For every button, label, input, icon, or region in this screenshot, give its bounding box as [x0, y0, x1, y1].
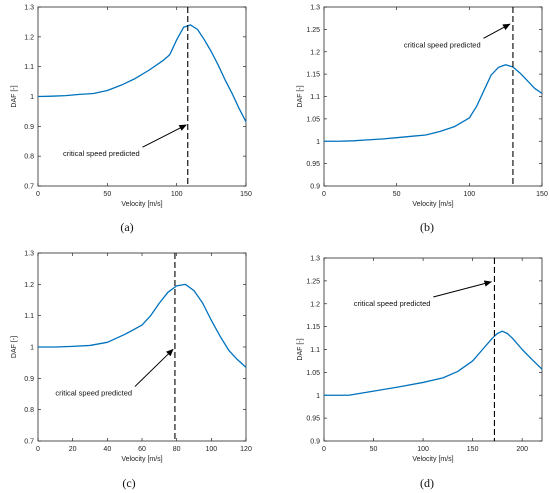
- y-tick-label: 1: [30, 94, 34, 101]
- x-tick-label: 150: [240, 191, 252, 198]
- y-tick-label: 0.9: [310, 184, 320, 191]
- y-tick-label: 1.2: [310, 49, 320, 56]
- critical-speed-annotation: critical speed predicted: [55, 389, 132, 398]
- y-tick-label: 1.05: [306, 116, 320, 123]
- x-tick-label: 100: [205, 446, 217, 453]
- plot-frame: [323, 6, 543, 187]
- panel-label: (d): [420, 476, 434, 490]
- x-tick-label: 40: [103, 446, 111, 453]
- x-tick-label: 0: [322, 191, 326, 198]
- x-tick-label: 100: [417, 446, 429, 453]
- y-tick-label: 0.8: [24, 407, 34, 414]
- y-tick-label: 0.8: [24, 154, 34, 161]
- panel-label: (c): [122, 476, 135, 490]
- plot-frame: [323, 257, 543, 442]
- y-axis-label: DAF [-]: [11, 85, 18, 107]
- x-tick-label: 60: [138, 446, 146, 453]
- x-tick-label: 50: [370, 446, 378, 453]
- y-tick-label: 1.1: [24, 64, 34, 71]
- y-tick-label: 1.25: [306, 27, 320, 34]
- y-axis-label: DAF [-]: [297, 338, 304, 360]
- y-tick-label: 0.7: [24, 184, 34, 191]
- y-tick-label: 1.3: [24, 251, 34, 258]
- chart-panel-3: 0.7 0.8 0.9 1 1.1 1.2 1.3 0 20 40 60 80 100 120 Veloci…: [11, 251, 252, 491]
- y-tick-label: 0.9: [24, 376, 34, 383]
- daf-curve: [37, 24, 247, 123]
- panel-label: (a): [120, 220, 133, 234]
- daf-curve: [324, 64, 543, 142]
- x-tick-label: 80: [173, 446, 181, 453]
- y-tick-label: 1.15: [306, 324, 320, 331]
- y-tick-label: 0.95: [306, 416, 320, 423]
- x-tick-label: 0: [36, 191, 40, 198]
- panel-label: (b): [420, 220, 434, 234]
- annotation-arrow: [483, 23, 511, 39]
- x-tick-label: 50: [393, 191, 401, 198]
- y-tick-label: 1.3: [310, 256, 320, 263]
- x-tick-label: 120: [240, 446, 252, 453]
- y-tick-label: 0.7: [24, 439, 34, 446]
- annotation-arrow: [134, 348, 174, 387]
- y-tick-label: 0.9: [310, 439, 320, 446]
- x-tick-label: 100: [463, 191, 475, 198]
- daf-curve: [324, 330, 543, 396]
- critical-speed-annotation: critical speed predicted: [354, 299, 431, 308]
- critical-speed-annotation: critical speed predicted: [63, 149, 140, 158]
- y-tick-label: 1.3: [310, 5, 320, 12]
- daf-curve: [38, 283, 247, 368]
- x-axis-label: Velocity [m/s]: [121, 201, 162, 208]
- y-tick-label: 1.2: [24, 34, 34, 41]
- x-tick-label: 200: [516, 446, 528, 453]
- x-tick-label: 0: [322, 446, 326, 453]
- chart-panel-2: 0.9 0.95 1 1.05 1.1 1.15 1.2 1.25 1.3 0 50 100 150 Ve…: [297, 5, 548, 235]
- critical-speed-annotation: critical speed predicted: [404, 40, 481, 49]
- y-tick-label: 1.1: [310, 94, 320, 101]
- y-tick-label: 1.1: [310, 347, 320, 354]
- x-axis-label: Velocity [m/s]: [412, 456, 453, 463]
- y-axis-label: DAF [-]: [297, 85, 304, 107]
- x-tick-label: 150: [467, 446, 479, 453]
- y-tick-label: 1.05: [306, 370, 320, 377]
- y-axis-label: DAF [-]: [11, 336, 18, 358]
- x-tick-label: 0: [36, 446, 40, 453]
- plot-frame: [37, 6, 247, 187]
- y-tick-label: 0.95: [306, 161, 320, 168]
- annotation-arrow: [433, 280, 492, 298]
- y-tick-label: 1.3: [24, 5, 34, 12]
- x-axis-label: Velocity [m/s]: [121, 456, 162, 463]
- y-tick-label: 0.9: [24, 124, 34, 131]
- y-tick-label: 1.15: [306, 72, 320, 79]
- y-tick-label: 1.2: [24, 282, 34, 289]
- chart-panel-4: 0.9 0.95 1 1.05 1.1 1.15 1.2 1.25 1.3 0 50 100 150 20…: [297, 256, 543, 490]
- y-tick-label: 1: [316, 139, 320, 146]
- y-tick-label: 1.1: [24, 313, 34, 320]
- y-tick-label: 1.25: [306, 278, 320, 285]
- chart-panel-1: 0.7 0.8 0.9 1 1.1 1.2 1.3 0 50 100 150 Velocity [m/…: [11, 5, 252, 235]
- y-tick-label: 1.2: [310, 301, 320, 308]
- x-tick-label: 20: [69, 446, 77, 453]
- annotation-arrow: [142, 124, 187, 148]
- y-tick-label: 1: [30, 345, 34, 352]
- x-tick-label: 150: [536, 191, 548, 198]
- y-tick-label: 1: [316, 393, 320, 400]
- x-axis-label: Velocity [m/s]: [412, 201, 453, 208]
- x-tick-label: 50: [103, 191, 111, 198]
- x-tick-label: 100: [171, 191, 183, 198]
